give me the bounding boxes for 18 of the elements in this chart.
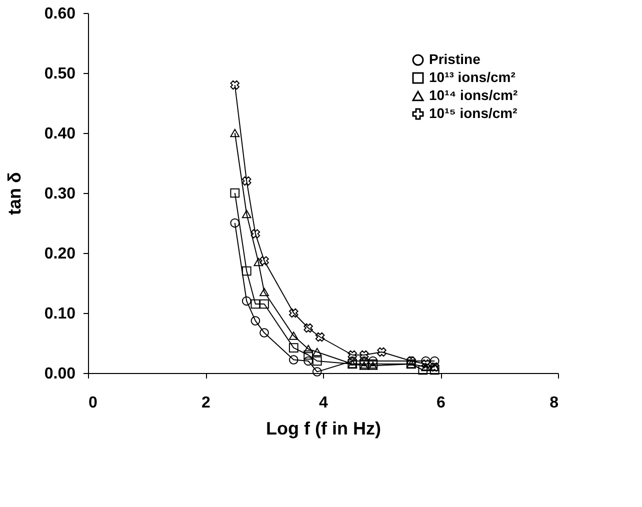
x-tick-label: 4 — [319, 394, 328, 412]
x-tick-label: 2 — [202, 394, 211, 412]
legend-label: 10¹⁴ ions/cm² — [429, 87, 518, 103]
x-tick-label: 6 — [436, 394, 446, 412]
y-tick-label: 0.60 — [44, 6, 76, 22]
y-tick-label: 0.10 — [44, 306, 76, 322]
y-axis-title: tan δ — [4, 172, 24, 215]
y-tick-label: 0.30 — [44, 186, 76, 202]
x-axis-title: Log f (f in Hz) — [266, 418, 381, 438]
legend-label: Pristine — [429, 51, 481, 67]
x-tick-label: 0 — [88, 394, 98, 412]
legend-label: 10¹³ ions/cm² — [429, 69, 516, 85]
x-tick-label: 8 — [550, 394, 559, 412]
y-tick-label: 0.20 — [44, 246, 76, 262]
y-tick-label: 0.00 — [44, 366, 76, 382]
legend-label: 10¹⁵ ions/cm² — [429, 105, 518, 121]
y-tick-label: 0.40 — [44, 126, 76, 142]
y-tick-label: 0.50 — [44, 66, 76, 82]
